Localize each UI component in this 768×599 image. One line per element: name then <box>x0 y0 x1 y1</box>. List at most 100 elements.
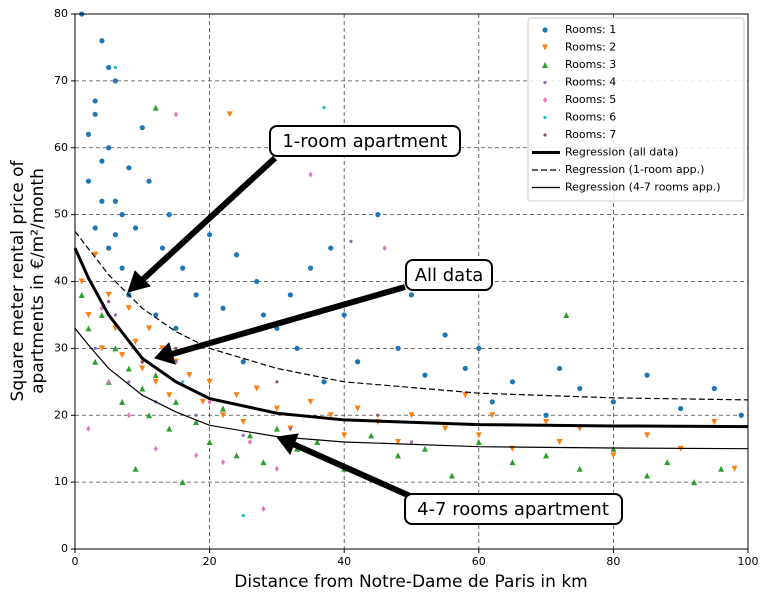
y-tick-label: 60 <box>54 141 68 154</box>
point <box>287 292 293 298</box>
point <box>542 44 548 51</box>
point <box>233 392 240 399</box>
point <box>240 418 247 425</box>
point <box>644 472 651 479</box>
point <box>220 305 226 311</box>
annotation: 4-7 rooms apartment <box>417 499 609 520</box>
legend-label: Rooms: 2 <box>565 41 616 54</box>
point <box>254 278 260 285</box>
point <box>738 412 744 418</box>
point <box>274 465 279 472</box>
point <box>576 465 583 472</box>
y-tick-label: 40 <box>54 275 68 288</box>
point <box>92 358 99 365</box>
y-tick-label: 80 <box>54 7 68 20</box>
point <box>93 346 97 350</box>
point <box>610 399 617 405</box>
point <box>206 439 213 445</box>
point <box>99 198 105 204</box>
point <box>132 465 139 472</box>
point <box>260 459 267 466</box>
point <box>395 439 402 445</box>
point <box>489 412 496 419</box>
point <box>375 212 381 218</box>
point <box>166 212 172 218</box>
point <box>664 459 671 466</box>
point <box>194 413 198 417</box>
point <box>275 380 279 384</box>
point <box>556 439 563 445</box>
point <box>328 245 334 251</box>
point <box>126 412 131 419</box>
regression-line <box>74 230 749 401</box>
point <box>85 131 92 137</box>
point <box>509 459 516 466</box>
point <box>107 299 111 304</box>
point <box>442 332 448 338</box>
point <box>731 465 738 472</box>
point <box>99 38 105 44</box>
point <box>321 379 327 385</box>
point <box>233 252 240 258</box>
point <box>273 405 280 412</box>
legend-label: Regression (all data) <box>565 146 678 159</box>
point <box>193 292 199 298</box>
point <box>718 465 725 472</box>
point <box>382 245 387 252</box>
point <box>543 133 547 137</box>
plot-frame <box>74 13 749 550</box>
point <box>159 345 166 352</box>
point <box>220 459 226 466</box>
point <box>173 111 179 118</box>
point <box>253 385 260 392</box>
series <box>78 111 738 472</box>
point <box>112 78 118 84</box>
point <box>125 365 132 372</box>
point <box>159 245 166 251</box>
point <box>273 425 280 432</box>
point <box>113 313 117 317</box>
arrow <box>171 284 406 357</box>
point <box>355 359 361 365</box>
point <box>166 425 173 432</box>
legend-label: Regression (1-room app.) <box>565 163 704 176</box>
x-tick-label: 0 <box>72 555 79 568</box>
point <box>99 158 105 164</box>
point <box>678 405 684 412</box>
x-tick-label: 40 <box>337 555 351 568</box>
point <box>308 171 313 178</box>
point <box>241 513 245 518</box>
point <box>644 372 650 378</box>
point <box>92 111 98 117</box>
point <box>556 365 563 372</box>
point <box>422 372 428 378</box>
point <box>691 479 698 486</box>
legend-label: Rooms: 1 <box>565 23 616 36</box>
legend-label: Regression (4-7 rooms app.) <box>565 181 721 194</box>
series <box>107 299 380 417</box>
point <box>206 378 213 385</box>
regression-line <box>73 247 749 429</box>
point <box>489 399 495 405</box>
point <box>294 345 300 351</box>
y-tick-label: 50 <box>54 208 68 221</box>
point <box>92 98 98 104</box>
legend-label: Rooms: 5 <box>565 93 616 106</box>
point <box>139 365 146 372</box>
annotation-box <box>405 259 493 291</box>
point <box>462 365 468 372</box>
point <box>106 378 111 385</box>
point <box>241 433 245 437</box>
point <box>106 145 112 151</box>
point <box>106 245 112 251</box>
point <box>174 346 178 350</box>
point <box>577 385 583 392</box>
point <box>146 325 153 332</box>
point <box>140 360 144 364</box>
point <box>610 452 617 459</box>
point <box>127 380 131 384</box>
point <box>119 398 126 405</box>
y-tick-label: 20 <box>54 408 68 421</box>
legend-label: Rooms: 4 <box>565 76 616 89</box>
point <box>105 291 112 298</box>
